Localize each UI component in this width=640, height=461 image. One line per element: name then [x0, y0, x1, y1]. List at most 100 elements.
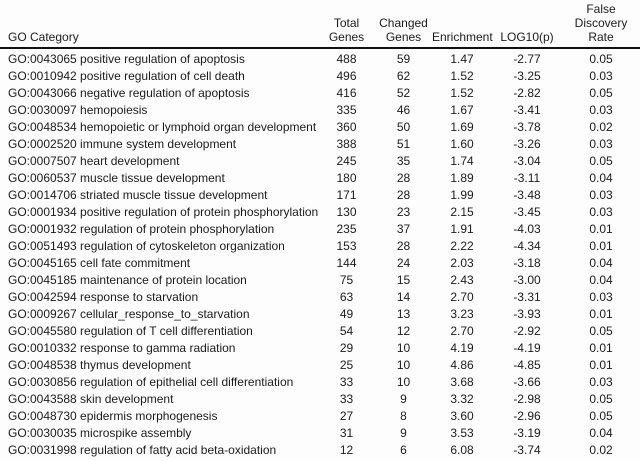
- table-row: GO:0043065 positive regulation of apopto…: [0, 48, 640, 68]
- table-row: GO:0002520 immune system development 388…: [0, 136, 640, 153]
- cell-changed-genes: 13: [396, 307, 411, 321]
- cell-enrichment: 1.52: [450, 69, 474, 83]
- cell-changed-genes: 12: [396, 324, 411, 338]
- cell-enrichment: 1.89: [450, 171, 474, 185]
- cell-false-discovery-rate: 0.01: [589, 307, 613, 321]
- table-row: GO:0001932 regulation of protein phospho…: [0, 221, 640, 238]
- cell-false-discovery-rate: 0.02: [589, 120, 613, 134]
- cell-enrichment: 1.67: [450, 103, 474, 117]
- cell-log10p: -2.98: [513, 392, 541, 406]
- cell-false-discovery-rate: 0.03: [589, 205, 613, 219]
- table-row: GO:0030035 microspike assembly 31 9 3.53…: [0, 425, 640, 442]
- cell-false-discovery-rate: 0.03: [589, 69, 613, 83]
- cell-go-category: GO:0060537 muscle tissue development: [8, 171, 225, 185]
- table-body: GO:0043065 positive regulation of apopto…: [0, 48, 640, 459]
- cell-changed-genes: 8: [400, 409, 407, 423]
- cell-enrichment: 2.70: [450, 290, 474, 304]
- cell-go-category: GO:0001934 positive regulation of protei…: [8, 205, 318, 219]
- cell-total-genes: 25: [339, 358, 354, 372]
- cell-enrichment: 1.52: [450, 86, 474, 100]
- cell-total-genes: 29: [339, 341, 354, 355]
- cell-log10p: -3.11: [513, 171, 541, 185]
- cell-log10p: -3.19: [513, 426, 541, 440]
- table-row: GO:0030856 regulation of epithelial cell…: [0, 374, 640, 391]
- cell-total-genes: 235: [336, 222, 357, 236]
- cell-total-genes: 54: [339, 324, 354, 338]
- cell-changed-genes: 28: [396, 171, 411, 185]
- cell-log10p: -3.18: [513, 256, 541, 270]
- cell-log10p: -3.00: [513, 273, 541, 287]
- cell-enrichment: 3.32: [450, 392, 474, 406]
- cell-total-genes: 388: [336, 137, 357, 151]
- cell-go-category: GO:0010942 positive regulation of cell d…: [8, 69, 245, 83]
- cell-go-category: GO:0002520 immune system development: [8, 137, 237, 151]
- cell-log10p: -3.41: [513, 103, 541, 117]
- cell-changed-genes: 9: [400, 392, 407, 406]
- header-false-discovery-rate: False Discovery Rate: [562, 0, 640, 49]
- cell-false-discovery-rate: 0.04: [589, 256, 613, 270]
- cell-changed-genes: 59: [396, 52, 411, 66]
- cell-false-discovery-rate: 0.05: [589, 409, 613, 423]
- cell-total-genes: 33: [339, 392, 354, 406]
- cell-enrichment: 6.08: [450, 443, 474, 457]
- cell-enrichment: 2.15: [450, 205, 474, 219]
- cell-total-genes: 360: [336, 120, 357, 134]
- cell-go-category: GO:0048730 epidermis morphogenesis: [8, 409, 218, 423]
- table-row: GO:0048730 epidermis morphogenesis 27 8 …: [0, 408, 640, 425]
- cell-changed-genes: 10: [396, 375, 411, 389]
- cell-log10p: -3.74: [513, 443, 541, 457]
- cell-enrichment: 1.91: [450, 222, 474, 236]
- table-row: GO:0045165 cell fate commitment 144 24 2…: [0, 255, 640, 272]
- cell-enrichment: 4.19: [450, 341, 474, 355]
- cell-changed-genes: 62: [396, 69, 411, 83]
- cell-log10p: -3.66: [513, 375, 541, 389]
- table-row: GO:0048538 thymus development 25 10 4.86…: [0, 357, 640, 374]
- cell-changed-genes: 10: [396, 341, 411, 355]
- cell-changed-genes: 52: [396, 86, 411, 100]
- table-row: GO:0014706 striated muscle tissue develo…: [0, 187, 640, 204]
- cell-enrichment: 1.69: [450, 120, 474, 134]
- cell-enrichment: 4.86: [450, 358, 474, 372]
- cell-total-genes: 12: [339, 443, 354, 457]
- cell-enrichment: 2.03: [450, 256, 474, 270]
- cell-enrichment: 1.74: [450, 154, 474, 168]
- cell-go-category: GO:0043588 skin development: [8, 392, 174, 406]
- cell-changed-genes: 28: [396, 188, 411, 202]
- table-header: GO Category Total Genes Changed Genes En…: [0, 0, 640, 49]
- cell-false-discovery-rate: 0.05: [589, 324, 613, 338]
- header-log10p: LOG10(p): [492, 0, 562, 49]
- cell-false-discovery-rate: 0.03: [589, 290, 613, 304]
- cell-changed-genes: 50: [396, 120, 411, 134]
- cell-go-category: GO:0045185 maintenance of protein locati…: [8, 273, 247, 287]
- cell-total-genes: 33: [339, 375, 354, 389]
- cell-changed-genes: 14: [396, 290, 411, 304]
- cell-total-genes: 496: [336, 69, 357, 83]
- cell-go-category: GO:0042594 response to starvation: [8, 290, 199, 304]
- header-total-genes: Total Genes: [318, 0, 375, 49]
- cell-log10p: -4.19: [513, 341, 541, 355]
- cell-total-genes: 416: [336, 86, 357, 100]
- cell-false-discovery-rate: 0.04: [589, 426, 613, 440]
- cell-false-discovery-rate: 0.03: [589, 137, 613, 151]
- table-row: GO:0043066 negative regulation of apopto…: [0, 85, 640, 102]
- cell-changed-genes: 24: [396, 256, 411, 270]
- cell-go-category: GO:0051493 regulation of cytoskeleton or…: [8, 239, 285, 253]
- cell-log10p: -3.31: [513, 290, 541, 304]
- cell-log10p: -3.26: [513, 137, 541, 151]
- cell-changed-genes: 15: [396, 273, 411, 287]
- cell-changed-genes: 9: [400, 426, 407, 440]
- cell-go-category: GO:0030856 regulation of epithelial cell…: [8, 375, 294, 389]
- cell-total-genes: 27: [339, 409, 354, 423]
- cell-enrichment: 3.53: [450, 426, 474, 440]
- cell-total-genes: 153: [336, 239, 357, 253]
- cell-total-genes: 63: [339, 290, 354, 304]
- cell-enrichment: 3.23: [450, 307, 474, 321]
- cell-log10p: -3.78: [513, 120, 541, 134]
- cell-total-genes: 31: [339, 426, 354, 440]
- cell-go-category: GO:0010332 response to gamma radiation: [8, 341, 236, 355]
- table-row: GO:0045185 maintenance of protein locati…: [0, 272, 640, 289]
- cell-changed-genes: 46: [396, 103, 411, 117]
- cell-enrichment: 2.43: [450, 273, 474, 287]
- table-row: GO:0001934 positive regulation of protei…: [0, 204, 640, 221]
- cell-go-category: GO:0043066 negative regulation of apopto…: [8, 86, 250, 100]
